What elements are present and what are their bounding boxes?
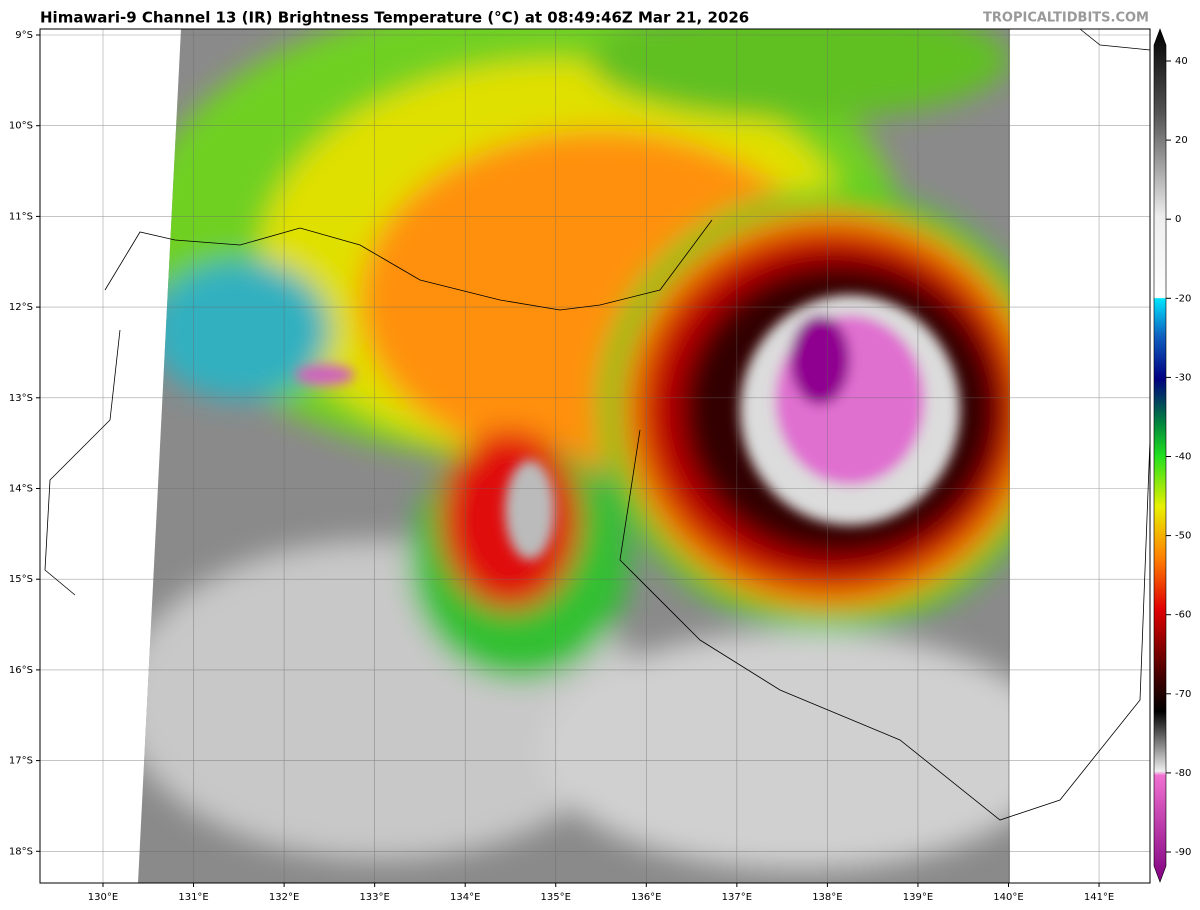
latitude-label: 16°S (9, 665, 33, 676)
latitude-label: 18°S (9, 846, 33, 857)
colorbar-tick-label: -50 (1175, 531, 1191, 542)
latitude-label: 12°S (9, 302, 33, 313)
latitude-label: 15°S (9, 574, 33, 585)
colorbar-tick-label: -60 (1175, 610, 1191, 621)
longitude-label: 133°E (359, 892, 389, 903)
colorbar (1153, 28, 1167, 883)
latitude-label: 9°S (15, 30, 33, 41)
longitude-label: 139°E (903, 892, 933, 903)
latitude-label: 17°S (9, 756, 33, 767)
colorbar-tick-label: -40 (1175, 452, 1191, 463)
longitude-label: 135°E (541, 892, 571, 903)
colorbar-tick-label: -90 (1175, 847, 1191, 858)
longitude-label: 134°E (450, 892, 480, 903)
coastline (44, 28, 1151, 821)
longitude-label: 137°E (722, 892, 752, 903)
labels: 9°S 10°S 11°S 12°S 13°S 14°S 15°S 16°S 17°S 18°S 1… (9, 30, 1191, 903)
longitude-label: 131°E (178, 892, 208, 903)
colorbar-tick-label: 40 (1175, 56, 1188, 67)
graticule (40, 29, 1150, 883)
longitude-label: 136°E (631, 892, 661, 903)
latitude-label: 11°S (9, 211, 33, 222)
latitude-label: 14°S (9, 484, 33, 495)
colorbar-tick-label: -70 (1175, 689, 1191, 700)
colorbar-tick-label: 20 (1175, 135, 1188, 146)
credit: TROPICALTIDBITS.COM (983, 11, 1149, 26)
map-frame (39, 28, 1151, 884)
longitude-label: 130°E (88, 892, 118, 903)
colorbar-tick-label: -20 (1175, 293, 1191, 304)
longitude-label: 141°E (1084, 892, 1114, 903)
longitude-label: 138°E (812, 892, 842, 903)
longitude-label: 132°E (269, 892, 299, 903)
satellite-image (40, 29, 1150, 883)
latitude-label: 13°S (9, 393, 33, 404)
latitude-label: 10°S (9, 121, 33, 132)
colorbar-tick-label: -30 (1175, 372, 1191, 383)
colorbar-tick-label: -80 (1175, 768, 1191, 779)
title: Himawari-9 Channel 13 (IR) Brightness Te… (40, 9, 749, 27)
longitude-label: 140°E (993, 892, 1023, 903)
colorbar-tick-label: 0 (1175, 214, 1181, 225)
